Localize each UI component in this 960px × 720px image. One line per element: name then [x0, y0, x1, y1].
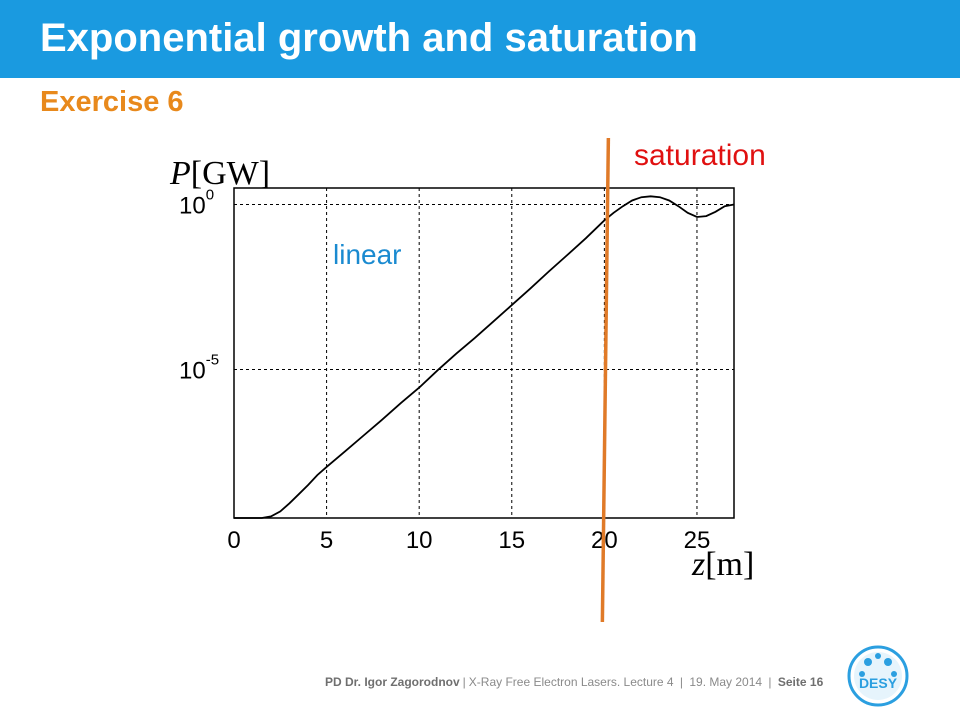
- slide-title: Exponential growth and saturation: [40, 16, 698, 60]
- power-curve: [234, 195, 735, 519]
- x-axis-label: z[m]: [691, 546, 754, 583]
- plot-frame: [233, 187, 735, 519]
- y-axis-label: P[GW]: [169, 155, 270, 192]
- y-tick-label: 10-5: [179, 352, 219, 385]
- footer: PD Dr. Igor Zagorodnov | X-Ray Free Electr…: [325, 675, 824, 689]
- linear-label: linear: [333, 239, 401, 270]
- title-bar: Exponential growth and saturation: [0, 0, 960, 78]
- slide-subtitle: Exercise 6: [40, 86, 184, 118]
- desy-logo-icon: DESY: [847, 645, 909, 707]
- x-tick-label: 25: [684, 527, 711, 554]
- y-tick-labels: 100 10-5: [179, 187, 219, 385]
- footer-lecture: X-Ray Free Electron Lasers. Lecture 4: [468, 675, 674, 689]
- footer-date: 19. May 2014: [689, 675, 763, 689]
- x-tick-label: 5: [320, 527, 333, 554]
- x-tick-label: 15: [498, 527, 525, 554]
- x-tick-label: 0: [227, 527, 240, 554]
- y-tick-label: 100: [179, 187, 214, 220]
- x-tick-labels: 0510152025: [227, 527, 710, 554]
- saturation-marker-line: [600, 137, 611, 623]
- chart-grid: [234, 188, 734, 518]
- footer-author: PD Dr. Igor Zagorodnov: [325, 675, 460, 689]
- x-tick-label: 10: [406, 527, 433, 554]
- saturation-label: saturation: [634, 139, 766, 172]
- logo-text: DESY: [859, 675, 898, 691]
- footer-page: Seite 16: [777, 675, 824, 689]
